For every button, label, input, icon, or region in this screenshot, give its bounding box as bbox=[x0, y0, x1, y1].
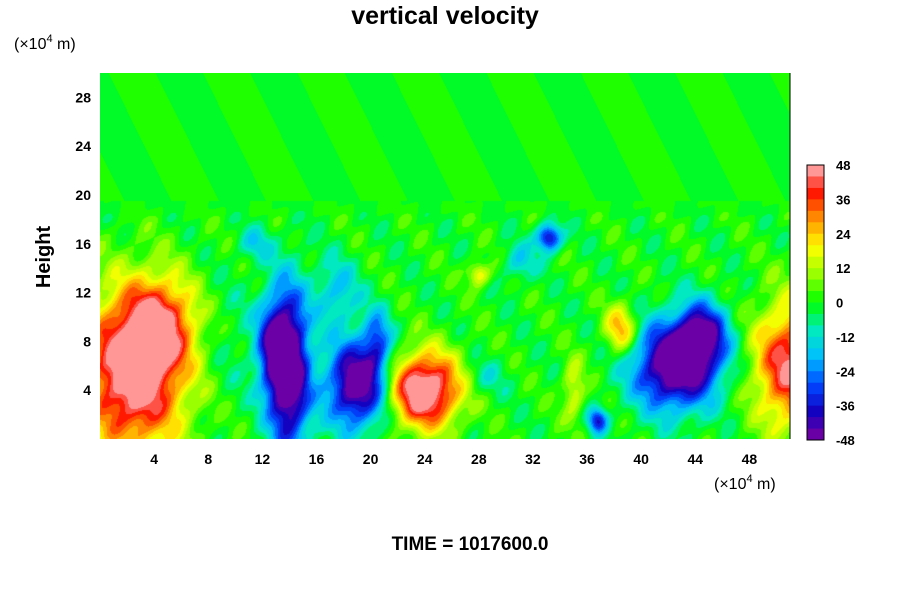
x-tick-5: 24 bbox=[417, 451, 433, 467]
colorbar-tick-8: -48 bbox=[836, 433, 855, 448]
x-tick-2: 12 bbox=[255, 451, 271, 467]
colorbar-level-8 bbox=[807, 256, 824, 269]
x-tick-labels: 4 8 12 16 20 24 28 32 36 40 44 48 bbox=[150, 451, 757, 467]
colorbar-level-7 bbox=[807, 245, 824, 258]
colorbar-level-6 bbox=[807, 233, 824, 246]
x-tick-8: 36 bbox=[579, 451, 595, 467]
y-tick-0: 4 bbox=[83, 382, 91, 398]
colorbar-level-11 bbox=[807, 291, 824, 303]
colorbar-tick-4: 0 bbox=[836, 296, 843, 311]
colorbar-level-12 bbox=[807, 302, 824, 315]
colorbar-level-4 bbox=[807, 210, 824, 223]
x-unit-label: (×104 m) bbox=[714, 473, 776, 493]
colorbar-tick-1: 36 bbox=[836, 192, 850, 207]
colorbar-tick-0: 48 bbox=[836, 158, 850, 173]
y-tick-2: 12 bbox=[75, 285, 91, 301]
x-unit-prefix: (×10 bbox=[714, 476, 747, 493]
colorbar-tick-7: -36 bbox=[836, 399, 855, 414]
y-unit-prefix: (×10 bbox=[14, 36, 47, 53]
plot-area bbox=[100, 73, 790, 439]
x-unit-suffix: m) bbox=[753, 476, 776, 493]
y-tick-1: 8 bbox=[83, 333, 91, 349]
colorbar-level-16 bbox=[807, 348, 824, 361]
colorbar-tick-5: -12 bbox=[836, 330, 855, 345]
colorbar-level-20 bbox=[807, 394, 824, 407]
time-label: TIME = 1017600.0 bbox=[392, 534, 549, 555]
y-axis-title: Height bbox=[33, 226, 55, 289]
y-unit-exponent: 4 bbox=[46, 33, 52, 45]
y-tick-3: 16 bbox=[75, 236, 91, 252]
colorbar-level-21 bbox=[807, 405, 824, 418]
colorbar-level-13 bbox=[807, 313, 824, 326]
colorbar-tick-6: -24 bbox=[836, 364, 856, 379]
colorbar-level-19 bbox=[807, 382, 824, 395]
x-tick-7: 32 bbox=[525, 451, 541, 467]
colorbar-level-5 bbox=[807, 222, 824, 235]
colorbar-level-22 bbox=[807, 417, 824, 430]
x-tick-6: 28 bbox=[471, 451, 487, 467]
colorbar bbox=[806, 164, 825, 441]
colorbar-frame bbox=[806, 164, 825, 441]
colorbar-level-0 bbox=[807, 165, 824, 177]
colorbar-level-10 bbox=[807, 279, 824, 292]
x-unit-exponent: 4 bbox=[746, 473, 752, 485]
contour-field bbox=[100, 73, 790, 439]
y-unit-suffix: m) bbox=[53, 36, 76, 53]
colorbar-level-9 bbox=[807, 268, 824, 281]
y-tick-labels: 4 8 12 16 20 24 28 bbox=[75, 89, 91, 398]
chart-title: vertical velocity bbox=[351, 2, 539, 30]
colorbar-level-18 bbox=[807, 371, 824, 384]
colorbar-tick-3: 12 bbox=[836, 261, 850, 276]
y-unit-label: (×104 m) bbox=[14, 33, 76, 53]
x-tick-4: 20 bbox=[363, 451, 379, 467]
colorbar-level-2 bbox=[807, 187, 824, 200]
y-tick-4: 20 bbox=[75, 187, 91, 203]
x-tick-10: 44 bbox=[688, 451, 704, 467]
colorbar-level-15 bbox=[807, 336, 824, 349]
colorbar-level-14 bbox=[807, 325, 824, 338]
colorbar-level-1 bbox=[807, 176, 824, 189]
y-tick-5: 24 bbox=[75, 138, 91, 154]
x-tick-0: 4 bbox=[150, 451, 158, 467]
x-tick-9: 40 bbox=[633, 451, 649, 467]
y-tick-6: 28 bbox=[75, 89, 91, 105]
colorbar-tick-2: 24 bbox=[836, 227, 851, 242]
x-tick-1: 8 bbox=[204, 451, 212, 467]
x-tick-11: 48 bbox=[742, 451, 758, 467]
colorbar-tick-labels: 48 36 24 12 0 -12 -24 -36 -48 bbox=[836, 158, 856, 448]
x-tick-3: 16 bbox=[309, 451, 325, 467]
colorbar-level-3 bbox=[807, 199, 824, 212]
colorbar-level-23 bbox=[807, 428, 824, 441]
colorbar-level-17 bbox=[807, 359, 824, 372]
